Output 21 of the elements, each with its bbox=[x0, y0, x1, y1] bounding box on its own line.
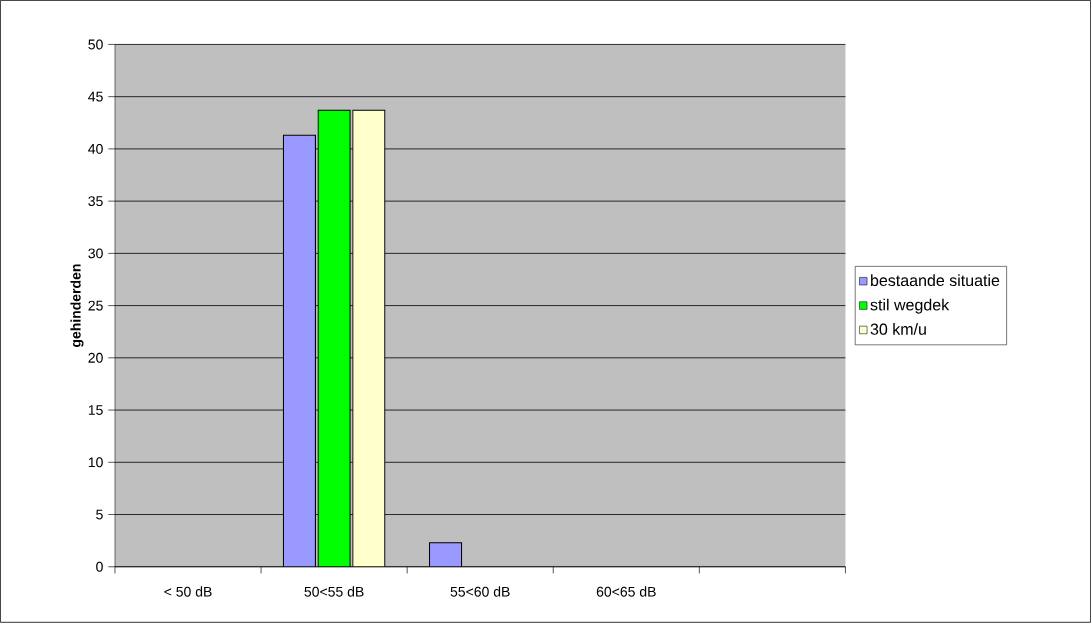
legend-label: 30 km/u bbox=[870, 323, 926, 336]
y-tick-label: 0 bbox=[96, 561, 103, 572]
y-tick-label: 10 bbox=[88, 457, 103, 468]
y-tick-label: 40 bbox=[88, 144, 103, 155]
y-tick-label: 50 bbox=[88, 39, 103, 50]
bar bbox=[428, 542, 463, 567]
y-tick-label: 25 bbox=[88, 300, 103, 311]
y-tick-label: 5 bbox=[96, 509, 103, 520]
y-tick-label: 15 bbox=[88, 405, 103, 416]
x-tick-label: < 50 dB bbox=[164, 586, 212, 597]
y-tick-label: 45 bbox=[88, 91, 103, 102]
y-axis-title: gehinderden bbox=[70, 264, 84, 348]
bar bbox=[282, 134, 316, 567]
legend-label: stil wegdek bbox=[870, 298, 950, 314]
x-tick-label: 55<60 dB bbox=[450, 586, 510, 597]
y-tick-label: 35 bbox=[88, 196, 103, 207]
y-tick-label: 30 bbox=[88, 248, 103, 259]
x-tick-label: 60<65 dB bbox=[596, 586, 656, 597]
y-tick-label: 20 bbox=[88, 353, 103, 363]
legend-label: bestaande situatie bbox=[871, 274, 1000, 287]
x-tick-label: 50<55 dB bbox=[304, 586, 364, 597]
